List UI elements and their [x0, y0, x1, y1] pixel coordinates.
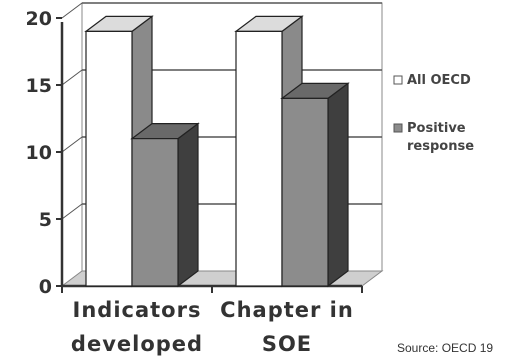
y-tick-label: 0 — [39, 276, 52, 298]
y-tick-label: 20 — [26, 8, 52, 30]
x-category-label: SOE — [262, 332, 312, 356]
chart-marks — [84, 15, 350, 288]
legend-label: All OECD — [407, 73, 471, 88]
y-tick-label: 5 — [39, 209, 52, 231]
y-tick-label: 15 — [26, 75, 52, 97]
legend-swatch — [393, 75, 403, 85]
source-note: Source: OECD 19 — [397, 341, 493, 355]
bar — [130, 122, 200, 288]
bar-side — [177, 122, 199, 288]
chart-labels: 0 5 10 15 20 Indicators developed Chapter in SOE… — [26, 8, 475, 356]
gridline-depth — [61, 2, 83, 19]
x-category-label: developed — [71, 332, 203, 356]
bar-front — [131, 138, 179, 287]
legend-label: Positive — [407, 121, 466, 136]
gridline-depth — [61, 136, 83, 153]
bar — [280, 82, 350, 288]
bar-front — [85, 30, 133, 287]
bar-side — [327, 82, 349, 288]
gridline-depth — [61, 203, 83, 220]
legend-label: response — [407, 139, 474, 154]
bar-front — [281, 97, 329, 287]
gridline-depth — [61, 69, 83, 86]
bar-front — [235, 30, 283, 287]
x-category-label: Chapter in — [220, 298, 354, 322]
y-tick-label: 10 — [26, 142, 52, 164]
x-category-label: Indicators — [73, 298, 202, 322]
legend-swatch — [393, 123, 403, 133]
